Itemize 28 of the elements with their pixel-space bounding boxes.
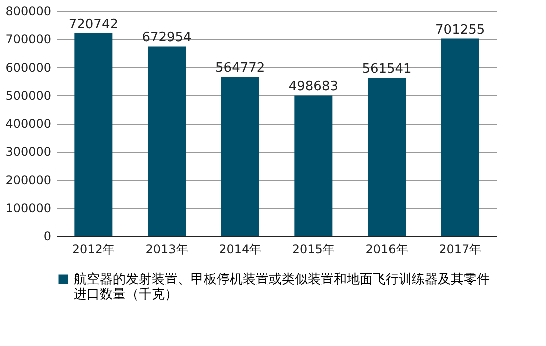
y-tick-label: 600000 (6, 60, 52, 75)
bar (441, 38, 480, 236)
x-tick-label: 2012年 (72, 242, 115, 256)
y-tick-label: 100000 (6, 201, 52, 216)
y-tick-label: 300000 (6, 145, 52, 160)
data-label: 564772 (216, 61, 266, 76)
data-label: 498683 (288, 80, 338, 95)
bar (148, 46, 186, 236)
data-label: 672954 (142, 30, 192, 46)
y-tick-label: 200000 (6, 173, 52, 188)
data-label: 720742 (68, 17, 118, 32)
x-tick-label: 2015年 (292, 242, 335, 256)
legend-label: 航空器的发射装置、甲板停机装置或类似装置和地面飞行训练器及其零件进口数量（千克） (74, 272, 490, 302)
data-label: 701255 (436, 22, 486, 38)
y-tick-label: 500000 (6, 88, 52, 103)
y-tick-label: 700000 (6, 32, 52, 47)
bar (294, 96, 333, 236)
bar (221, 77, 260, 236)
y-tick-label: 0 (44, 230, 52, 244)
x-tick-label: 2013年 (146, 242, 188, 256)
x-tick-label: 2014年 (219, 242, 262, 256)
bar (368, 78, 406, 236)
x-tick-label: 2016年 (366, 242, 408, 256)
bar (74, 33, 113, 236)
data-label: 561541 (362, 62, 412, 78)
y-tick-label: 800000 (6, 4, 52, 18)
x-tick-label: 2017年 (439, 242, 482, 256)
y-tick-label: 400000 (6, 117, 52, 131)
